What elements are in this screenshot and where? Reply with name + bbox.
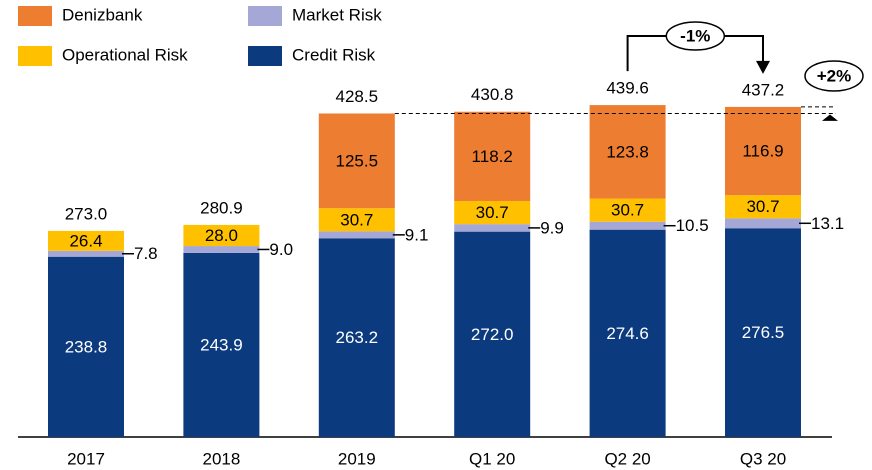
data-label: 116.9 (742, 142, 783, 161)
bar-segment (48, 230, 124, 251)
data-label: 9.9 (540, 218, 564, 237)
data-label: 30.7 (476, 203, 509, 222)
legend-swatch (18, 6, 52, 26)
bar-segment (454, 111, 531, 201)
data-label: 238.8 (65, 337, 108, 356)
x-tick-label: 2018 (202, 449, 240, 468)
annotation: -1% (680, 26, 710, 45)
bar-segment (725, 218, 801, 229)
annotation: +2% (817, 66, 852, 85)
total-label: 437.2 (742, 80, 785, 99)
annotation-bubble (665, 21, 726, 51)
arrow-head (756, 60, 770, 74)
data-label: 30.7 (746, 197, 779, 216)
bar-segment (725, 228, 801, 437)
total-label: 439.6 (606, 79, 649, 98)
total-label: 280.9 (200, 198, 243, 217)
arrow-head (822, 114, 838, 121)
data-label: 272.0 (471, 325, 514, 344)
bar-segment (589, 221, 666, 230)
legend-swatch (18, 46, 52, 66)
x-tick-label: 2017 (67, 449, 105, 468)
bar-segment (48, 250, 124, 257)
bar-segment (183, 224, 260, 247)
data-label: 263.2 (336, 328, 379, 347)
bar-segment (183, 246, 260, 253)
data-label: 28.0 (205, 226, 238, 245)
data-label: 7.8 (134, 244, 158, 263)
bar-segment (318, 231, 395, 239)
data-label: 13.1 (811, 214, 844, 233)
data-label: 30.7 (611, 201, 644, 220)
data-label: 9.0 (269, 240, 293, 259)
annotation-bubble (804, 60, 864, 92)
bar-segment (454, 200, 531, 225)
data-label: 9.1 (405, 225, 429, 244)
data-label: 276.5 (742, 323, 785, 342)
bar-segment (725, 106, 801, 196)
total-label: 430.8 (471, 85, 514, 104)
bar-segment (48, 256, 124, 437)
bar-segment (318, 238, 395, 437)
data-label: 118.2 (472, 147, 513, 166)
legend-swatch (248, 6, 282, 26)
bar-segment (183, 252, 260, 437)
total-label: 428.5 (336, 87, 379, 106)
data-label: 274.6 (606, 324, 649, 343)
bar-segment (589, 198, 666, 222)
legend-label: Operational Risk (62, 45, 188, 64)
bar-segment (454, 231, 531, 437)
legend-label: Market Risk (292, 5, 382, 24)
x-tick-label: Q1 20 (469, 449, 515, 468)
bar-segment (454, 224, 531, 232)
data-label: 30.7 (340, 210, 373, 229)
x-tick-label: 2019 (338, 449, 376, 468)
bar-segment (589, 229, 666, 437)
total-label: 273.0 (65, 204, 108, 223)
bar-segment (318, 208, 395, 232)
data-label: 123.8 (606, 142, 649, 161)
data-label: 26.4 (69, 231, 102, 250)
x-tick-label: Q2 20 (604, 449, 650, 468)
bar-segment (589, 105, 666, 199)
x-tick-label: Q3 20 (740, 449, 786, 468)
legend-label: Credit Risk (292, 45, 376, 64)
legend-label: Denizbank (62, 5, 143, 24)
data-label: 10.5 (676, 216, 709, 235)
data-label: 243.9 (200, 335, 243, 354)
data-label: 125.5 (336, 151, 379, 170)
legend-swatch (248, 46, 282, 66)
bar-segment (318, 113, 395, 209)
bar-segment (725, 195, 801, 219)
